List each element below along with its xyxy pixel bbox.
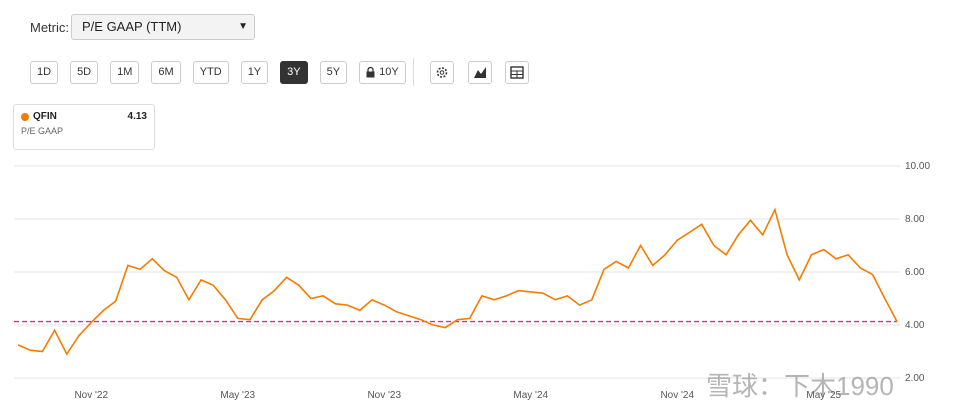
dropdown-arrow: ▼ [238,21,248,32]
x-tick-label: Nov '22 [74,390,108,401]
range-button[interactable]: 1M [110,61,140,84]
range-button[interactable]: 5D [70,61,99,84]
range-button[interactable]: 1Y [240,61,269,84]
range-label: 5Y [326,66,341,78]
table-button[interactable] [505,61,529,84]
series-line [17,207,898,356]
x-tick-label: May '24 [513,390,548,401]
range-button[interactable]: 10Y [359,61,406,84]
range-label: 10Y [379,66,399,78]
range-label: 6M [158,66,174,78]
legend-dot [21,113,29,121]
x-tick-label: May '25 [806,390,841,401]
legend-name: QFIN [33,111,57,122]
chart-icon [474,67,486,78]
table-icon [510,66,524,79]
range-button[interactable]: 3Y [280,61,308,84]
separator [413,58,414,86]
chart-type-button[interactable] [468,61,492,84]
x-tick-label: May '23 [220,390,255,401]
range-label: 1M [117,66,133,78]
metric-value: P/E GAAP (TTM) [82,19,182,34]
y-tick-label: 2.00 [905,373,925,384]
legend-metric: P/E GAAP [21,126,64,136]
metric-label: Metric: [30,20,69,35]
y-tick-label: 8.00 [905,214,925,225]
y-tick-label: 6.00 [905,267,925,278]
watermark: 雪球：下木1990 [706,371,894,401]
range-label: 1D [37,66,52,78]
x-tick-label: Nov '24 [660,390,694,401]
range-button[interactable]: 1D [30,61,59,84]
range-button[interactable]: 5Y [319,61,348,84]
lock-icon [366,67,375,78]
legend-value: 4.13 [127,111,147,122]
range-label: YTD [199,66,222,78]
range-label: 5D [77,66,92,78]
range-label: 1Y [247,66,262,78]
range-buttons: 1D 5D 1M 6M YTD 1Y 3Y 5Y 10Y [30,61,406,84]
y-tick-label: 10.00 [905,161,930,172]
settings-icon [436,67,448,78]
y-tick-label: 4.00 [905,320,925,331]
x-tick-label: Nov '23 [367,390,401,401]
range-button[interactable]: 6M [151,61,181,84]
settings-button[interactable] [430,61,454,84]
legend: QFIN 4.13 P/E GAAP [13,104,155,150]
range-button[interactable]: YTD [192,61,229,84]
metric-dropdown[interactable]: P/E GAAP (TTM) ▼ [71,14,255,40]
range-label: 3Y [287,66,301,78]
